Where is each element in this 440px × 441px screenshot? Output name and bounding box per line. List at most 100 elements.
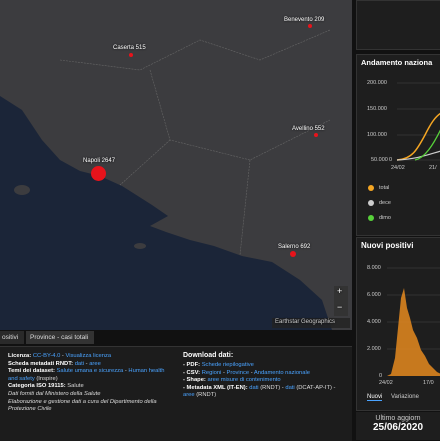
marker[interactable] (314, 133, 318, 137)
update-date: 25/06/2020 (372, 422, 424, 433)
tab[interactable]: Province - casi totali (26, 331, 94, 344)
text: Categoria ISO 19115: (8, 383, 68, 390)
text: (RNDT) - (258, 384, 286, 391)
area (387, 288, 440, 376)
link[interactable]: Province (226, 369, 250, 376)
link[interactable]: aree misure di contenimento (207, 377, 281, 384)
text: Dati forniti dal Ministero della Salute (8, 390, 101, 397)
text: (Inspire) (34, 375, 58, 382)
info-line: Elaborazione e gestione dati a cura del … (8, 399, 173, 414)
tab[interactable]: ositivi (0, 331, 24, 344)
info-line: - CSV: Regioni - Province - Andamento na… (183, 370, 348, 378)
island (14, 185, 30, 195)
new-positive-chart (387, 267, 440, 376)
marker[interactable] (290, 251, 296, 257)
legend-swatch (368, 215, 374, 221)
info-line: - PDF: Schede riepilogative (183, 362, 348, 370)
y-tick-label: 2.000 (367, 346, 381, 352)
zoom-box (334, 286, 348, 316)
map-label: Napoli 2647 (83, 158, 116, 164)
text: (RNDT) (194, 392, 217, 399)
info-line: Dati forniti dal Ministero della Salute (8, 391, 173, 399)
link[interactable]: aree (89, 360, 101, 367)
link[interactable]: Visualizza licenza (65, 353, 112, 359)
x-tick-label: 24/02 (391, 165, 405, 171)
info-right: - PDF: Schede riepilogative - CSV: Region… (183, 362, 348, 400)
map-label: Salerno 692 (278, 244, 311, 250)
tab[interactable]: Nuovi (367, 394, 383, 401)
legend-swatch (368, 200, 374, 206)
text: - CSV: (183, 369, 202, 376)
y-tick-label: 50.000 (371, 157, 388, 163)
link[interactable]: dati (74, 360, 85, 367)
info-line: Categoria ISO 19115: Salute (8, 383, 173, 391)
text: Licenza: (8, 353, 33, 359)
legend-swatch (368, 185, 374, 191)
marker[interactable] (91, 166, 106, 181)
y-tick-label: 150.000 (367, 106, 387, 112)
y-tick-label: 100.000 (367, 132, 387, 138)
x-tick-label: 17/0 (423, 380, 434, 386)
text: - Metadata XML (IT-EN): (183, 384, 250, 391)
link[interactable]: Regioni (201, 369, 222, 376)
link[interactable]: dati (249, 384, 259, 391)
link[interactable]: Salute umana e sicurezza (56, 368, 124, 375)
trend-chart (368, 82, 440, 221)
text: Elaborazione e gestione dati a cura del … (8, 398, 157, 413)
legend-label: dimo (379, 215, 391, 221)
tab[interactable]: Variazione (391, 394, 419, 400)
text: - (84, 360, 90, 367)
link[interactable]: CC-BY-4.0 (32, 353, 61, 359)
line (414, 129, 440, 161)
x-tick-label: 21/ (429, 165, 437, 171)
island (134, 243, 146, 249)
panel-title: Nuovi positivi (361, 241, 414, 250)
text: - (123, 368, 129, 375)
info-line: Temi dei dataset: Salute umana e sicurez… (8, 368, 173, 383)
y-tick-label: 0 (379, 373, 383, 379)
info-line: - Shape: aree misure di contenimento (183, 377, 348, 385)
link[interactable]: Schede riepilogative (201, 362, 254, 368)
link[interactable]: Andamento nazionale (253, 369, 310, 376)
new-positive-panel: Nuovi positivi 8.000 6.000 4.000 2.000 0… (356, 237, 440, 411)
info-line: - Metadata XML (IT-EN): dati (RNDT) - da… (183, 385, 348, 400)
map-label: Caserta 515 (113, 45, 146, 51)
map-label: Avellino 552 (292, 126, 325, 132)
marker[interactable] (308, 24, 312, 28)
text: Temi dei dataset: (8, 368, 57, 375)
info-left: Licenza: CC-BY-4.0 - Visualizza licenza S… (8, 353, 173, 414)
download-title: Download dati: (183, 352, 234, 359)
text: (DCAT-AP-IT) - (294, 384, 336, 391)
attribution-bg (272, 318, 350, 328)
link[interactable]: aree (183, 392, 195, 399)
map[interactable] (0, 0, 352, 330)
zoom-out[interactable]: − (337, 302, 343, 312)
zoom-in[interactable]: + (337, 286, 343, 296)
link[interactable]: Human health and safety (8, 368, 165, 382)
text: Scheda metadati RNDT: (8, 360, 75, 367)
text: - (249, 369, 254, 376)
y-tick-label: 0 (389, 157, 393, 163)
info-line: Licenza: CC-BY-4.0 - Visualizza licenza (8, 353, 173, 361)
text: Salute (67, 383, 84, 390)
panel-title: Andamento naziona (361, 58, 433, 67)
update-panel: Ultimo aggiorn 25/06/2020 (356, 412, 440, 440)
line (396, 112, 440, 161)
text: - PDF: (183, 362, 202, 368)
info-panel: Licenza: CC-BY-4.0 - Visualizza licenza S… (0, 346, 352, 441)
link[interactable]: dati (285, 384, 295, 391)
text: - (221, 369, 227, 376)
attribution: Earthstar Geographics (275, 319, 336, 325)
marker[interactable] (129, 53, 133, 57)
legend-label: total (379, 185, 390, 191)
trend-panel: Andamento naziona 200.000 150.000 100.00… (356, 54, 440, 236)
land (0, 0, 352, 330)
top-panel (356, 0, 440, 50)
x-tick-label: 24/02 (379, 380, 393, 386)
y-tick-label: 4.000 (367, 319, 381, 325)
update-label: Ultimo aggiorn (375, 415, 421, 422)
info-line: Scheda metadati RNDT: dati - aree (8, 361, 173, 369)
text: - (60, 353, 66, 359)
borders (59, 29, 331, 256)
